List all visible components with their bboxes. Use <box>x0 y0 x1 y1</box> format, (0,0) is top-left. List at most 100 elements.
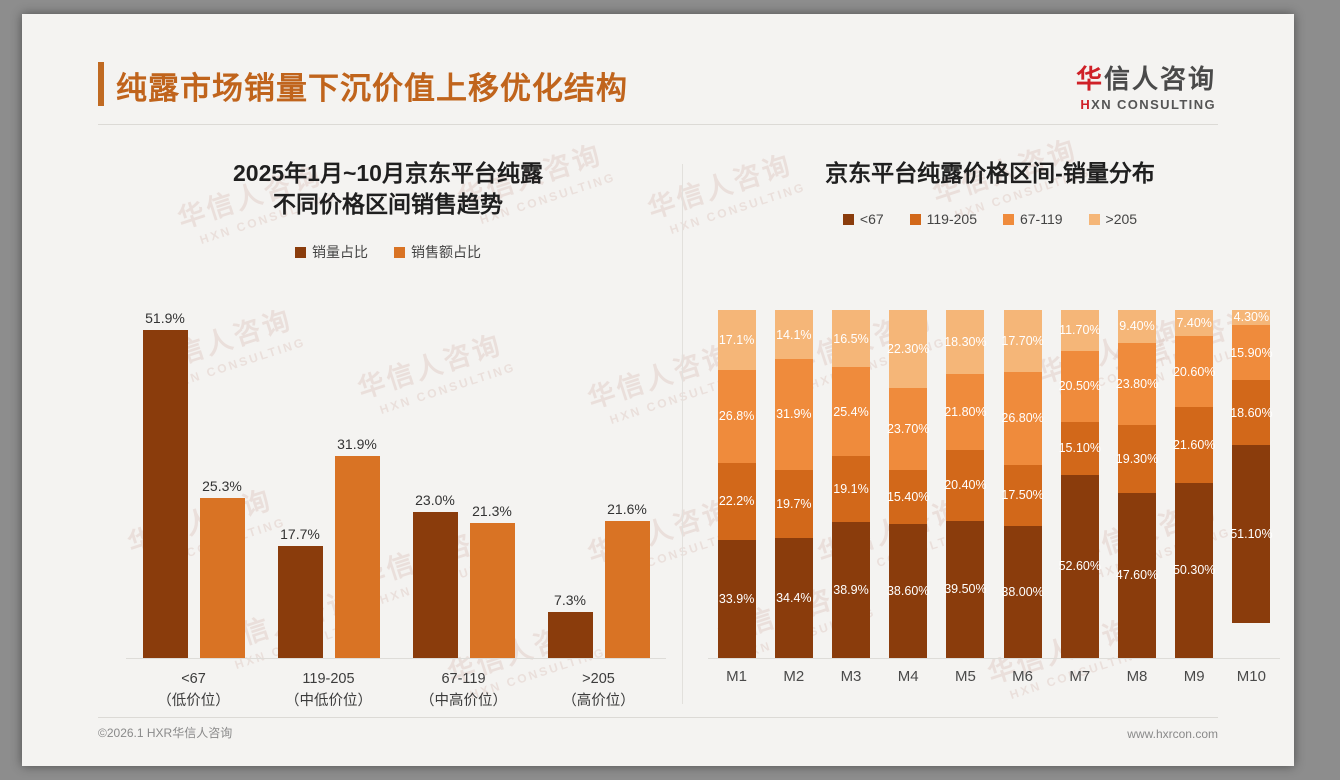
stack-segment-M8->205: 9.40% <box>1118 310 1156 343</box>
stack-segment-label: 16.5% <box>833 331 869 346</box>
stacked-bar-M6[interactable]: 17.70% 26.80% 17.50% 38.00% <box>1001 310 1044 658</box>
bar-67-119-销量占比[interactable]: 23.0% <box>412 310 458 658</box>
stack-segment-M1->205: 17.1% <box>717 310 756 370</box>
stack-segment-M8-67-119: 23.80% <box>1116 342 1158 426</box>
right-chart-x-axis <box>708 658 1280 659</box>
right-chart-category-labels: M1 M2 M3 M4 M5 M6 M7 M8 M9 M10 <box>708 668 1280 694</box>
stack-segment-M2->205: 14.1% <box>774 310 813 360</box>
legend-price-band-item-3[interactable]: >205 <box>1088 211 1137 227</box>
bar-<67-销量占比[interactable]: 51.9% <box>142 310 188 658</box>
bar-rect <box>142 330 188 658</box>
left-chart-panel: 2025年1月~10月京东平台纯露 不同价格区间销售趋势 销量占比 销售额占比 5… <box>98 134 678 714</box>
stack-segment-label: 38.00% <box>1001 584 1044 599</box>
bar-rect <box>604 521 650 658</box>
stacked-bar-M1[interactable]: 17.1% 26.8% 22.2% 33.9% <box>717 310 756 658</box>
stacked-bar-M7[interactable]: 11.70% 20.50% 15.10% 52.60% <box>1058 310 1101 658</box>
bar-value-label: 21.3% <box>472 503 512 520</box>
stack-segment-label: 15.10% <box>1058 441 1101 456</box>
stack-segment-label: 25.4% <box>833 404 869 419</box>
stack-segment-M8-119-205: 19.30% <box>1116 425 1158 493</box>
stack-segment-M8-<67: 47.60% <box>1115 492 1159 658</box>
stack-segment-M10-<67: 51.10% <box>1230 445 1273 623</box>
stack-segment-M10->205: 4.30% <box>1232 310 1271 325</box>
x-axis-label-<67: <67 （低价位） <box>126 668 261 713</box>
stack-segment-label: 22.2% <box>718 494 755 509</box>
stack-segment-label: 15.40% <box>886 489 930 504</box>
logo-en-accent-char: H <box>1080 97 1092 112</box>
stack-segment-M5-67-119: 21.80% <box>944 373 987 450</box>
stack-segment-label: 38.9% <box>833 582 869 597</box>
stack-segment-label: 18.30% <box>944 334 987 349</box>
logo-cn-rest: 信人咨询 <box>1103 64 1216 94</box>
stack-segment-label: 15.90% <box>1230 345 1273 360</box>
stacked-bar-M10[interactable]: 4.30% 15.90% 18.60% 51.10% <box>1230 310 1273 658</box>
bar-<67-销售额占比[interactable]: 25.3% <box>199 310 245 658</box>
legend-price-band-item-2[interactable]: 67-119 <box>1002 211 1063 228</box>
stack-segment-M5->205: 18.30% <box>944 310 987 374</box>
bar-group->205: 7.3% 21.6% <box>531 310 666 658</box>
stack-segment-label: 26.80% <box>1001 411 1044 426</box>
stacked-bar-M9[interactable]: 7.40% 20.60% 21.60% 50.30% <box>1172 310 1216 658</box>
legend-swatch-icon <box>909 213 921 225</box>
bar->205-销售额占比[interactable]: 21.6% <box>604 310 650 658</box>
stack-segment-label: 18.60% <box>1230 405 1273 420</box>
x-axis-label-main: 67-119 <box>441 671 486 687</box>
left-chart-plot-area: 51.9% 25.3% 17.7% 31.9% 23.0% 21.3% 7.3% 21.6% <box>126 310 666 658</box>
legend-volume-revenue-item-0[interactable]: 销量占比 <box>295 242 368 262</box>
stack-segment-M9-119-205: 21.60% <box>1173 407 1215 483</box>
legend-volume-revenue-item-1[interactable]: 销售额占比 <box>394 242 481 262</box>
stack-segment-M9-<67: 50.30% <box>1172 482 1216 658</box>
legend-label: <67 <box>859 211 884 228</box>
bar-rect <box>277 546 323 658</box>
stack-segment-label: 4.30% <box>1233 310 1270 325</box>
stack-segment-M4-119-205: 15.40% <box>886 470 930 524</box>
bar-value-label: 31.9% <box>337 436 377 453</box>
stacked-bar-M4[interactable]: 22.30% 23.70% 15.40% 38.60% <box>886 310 930 658</box>
legend-price-band-item-0[interactable]: <67 <box>842 211 884 228</box>
stacked-bar-M3[interactable]: 16.5% 25.4% 19.1% 38.9% <box>832 310 870 658</box>
right-chart-plot-area: 17.1% 26.8% 22.2% 33.9% 14.1% 31.9% 19.7% 34.4%… <box>708 310 1280 658</box>
bar-rect <box>547 611 593 658</box>
stacked-bar-M5[interactable]: 18.30% 21.80% 20.40% 39.50% <box>944 310 987 658</box>
bar-119-205-销售额占比[interactable]: 31.9% <box>334 310 380 658</box>
bar-67-119-销售额占比[interactable]: 21.3% <box>469 310 515 658</box>
header-divider <box>98 124 1218 125</box>
stack-segment-label: 7.40% <box>1176 315 1212 330</box>
x-axis-label-main: >205 <box>582 671 615 687</box>
stack-segment-label: 21.80% <box>944 404 987 419</box>
bar->205-销量占比[interactable]: 7.3% <box>547 310 593 658</box>
x-axis-label-M7: M7 <box>1069 668 1091 685</box>
stack-segment-label: 47.60% <box>1115 568 1159 583</box>
left-chart-x-axis <box>126 658 666 659</box>
legend-swatch-icon <box>295 246 306 258</box>
legend-label: 119-205 <box>926 211 977 228</box>
legend-label: 67-119 <box>1019 211 1063 228</box>
stack-segment-label: 22.30% <box>886 341 930 356</box>
legend-swatch-icon <box>394 246 405 258</box>
slide-canvas: 纯露市场销量下沉价值上移优化结构 华信人咨询 HXN CONSULTING 华信… <box>22 14 1294 766</box>
stack-segment-M7-67-119: 20.50% <box>1058 350 1101 423</box>
stack-segment-M4-<67: 38.60% <box>886 523 930 658</box>
bar-value-label: 25.3% <box>202 477 242 494</box>
stack-segment-M7-119-205: 15.10% <box>1058 422 1101 475</box>
stacked-bar-M2[interactable]: 14.1% 31.9% 19.7% 34.4% <box>774 310 813 658</box>
bar-group-67-119: 23.0% 21.3% <box>396 310 531 658</box>
x-axis-label-M10: M10 <box>1236 668 1266 685</box>
stack-segment-label: 38.60% <box>886 583 930 598</box>
stack-segment-label: 39.50% <box>944 582 987 597</box>
bar-rect <box>469 523 515 658</box>
stack-segment-M3-<67: 38.9% <box>832 522 870 658</box>
stacked-bar-M8[interactable]: 9.40% 23.80% 19.30% 47.60% <box>1115 310 1159 658</box>
stack-segment-M3->205: 16.5% <box>832 310 870 368</box>
stack-segment-M3-119-205: 19.1% <box>832 455 870 523</box>
stack-segment-label: 17.70% <box>1001 333 1044 348</box>
stack-segment-label: 50.30% <box>1172 563 1216 578</box>
legend-price-band-item-1[interactable]: 119-205 <box>909 211 977 228</box>
stack-segment-label: 52.60% <box>1058 559 1101 574</box>
stack-segment-label: 19.1% <box>833 482 869 497</box>
stack-segment-label: 20.50% <box>1058 379 1101 394</box>
stack-segment-label: 14.1% <box>776 327 812 342</box>
bar-119-205-销量占比[interactable]: 17.7% <box>277 310 323 658</box>
x-axis-label-M4: M4 <box>897 668 919 685</box>
legend-swatch-icon <box>1002 213 1014 225</box>
